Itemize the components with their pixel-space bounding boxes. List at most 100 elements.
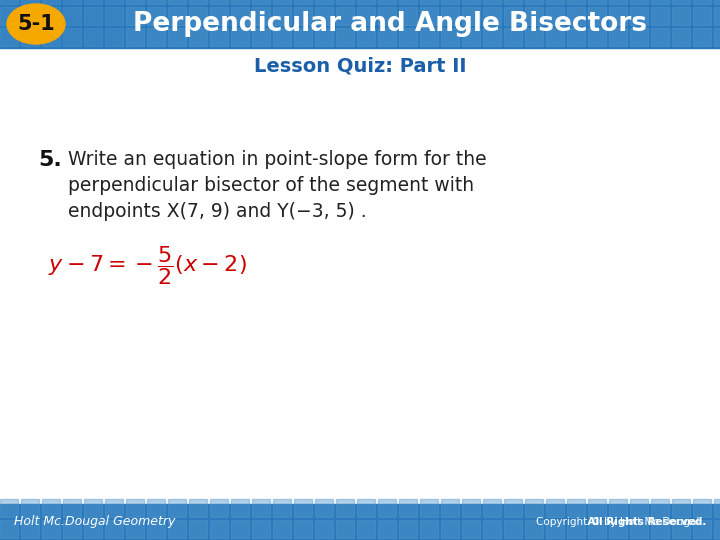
Bar bbox=[462, 499, 480, 517]
Bar bbox=[147, 7, 165, 25]
Bar bbox=[231, 0, 249, 4]
Bar bbox=[63, 520, 81, 538]
Bar bbox=[273, 7, 291, 25]
Bar bbox=[336, 7, 354, 25]
Bar bbox=[231, 520, 249, 538]
Bar bbox=[441, 28, 459, 46]
Bar bbox=[714, 499, 720, 517]
Bar bbox=[378, 0, 396, 4]
Bar bbox=[21, 0, 39, 4]
Bar bbox=[21, 520, 39, 538]
Bar bbox=[378, 28, 396, 46]
Bar bbox=[693, 0, 711, 4]
Bar bbox=[441, 520, 459, 538]
Bar bbox=[378, 7, 396, 25]
Bar bbox=[399, 520, 417, 538]
Bar bbox=[651, 7, 669, 25]
Bar bbox=[651, 28, 669, 46]
Bar bbox=[504, 28, 522, 46]
Bar bbox=[630, 0, 648, 4]
Bar bbox=[126, 520, 144, 538]
Bar bbox=[399, 7, 417, 25]
Bar bbox=[63, 499, 81, 517]
Bar bbox=[21, 499, 39, 517]
Bar bbox=[147, 520, 165, 538]
Text: $y - 7 = -\dfrac{5}{2}(x - 2)$: $y - 7 = -\dfrac{5}{2}(x - 2)$ bbox=[48, 244, 247, 287]
Bar bbox=[441, 499, 459, 517]
Bar bbox=[315, 28, 333, 46]
Bar bbox=[399, 499, 417, 517]
Bar bbox=[357, 0, 375, 4]
Bar bbox=[462, 28, 480, 46]
Bar bbox=[210, 28, 228, 46]
Bar bbox=[105, 7, 123, 25]
Bar bbox=[714, 0, 720, 4]
Bar bbox=[189, 7, 207, 25]
Bar bbox=[525, 499, 543, 517]
Bar bbox=[336, 28, 354, 46]
Bar bbox=[420, 0, 438, 4]
Bar bbox=[714, 28, 720, 46]
Bar bbox=[315, 499, 333, 517]
Bar bbox=[84, 0, 102, 4]
Bar bbox=[252, 499, 270, 517]
Bar bbox=[147, 0, 165, 4]
Bar bbox=[630, 499, 648, 517]
Bar bbox=[252, 0, 270, 4]
Bar bbox=[168, 520, 186, 538]
Bar bbox=[672, 499, 690, 517]
Text: 5.: 5. bbox=[38, 150, 62, 170]
Ellipse shape bbox=[7, 4, 65, 44]
Bar bbox=[231, 7, 249, 25]
Bar bbox=[189, 499, 207, 517]
Bar bbox=[651, 520, 669, 538]
Bar bbox=[294, 7, 312, 25]
Text: Perpendicular and Angle Bisectors: Perpendicular and Angle Bisectors bbox=[133, 11, 647, 37]
Bar bbox=[525, 520, 543, 538]
Bar bbox=[693, 28, 711, 46]
Bar bbox=[0, 499, 18, 517]
Bar bbox=[210, 0, 228, 4]
Bar bbox=[273, 499, 291, 517]
Bar bbox=[672, 0, 690, 4]
Bar bbox=[609, 0, 627, 4]
Bar bbox=[483, 499, 501, 517]
Bar bbox=[609, 28, 627, 46]
Bar bbox=[357, 28, 375, 46]
Bar bbox=[210, 7, 228, 25]
Bar bbox=[210, 520, 228, 538]
Bar bbox=[336, 499, 354, 517]
Bar bbox=[588, 7, 606, 25]
Bar bbox=[189, 0, 207, 4]
Bar bbox=[357, 520, 375, 538]
Bar bbox=[483, 520, 501, 538]
Bar bbox=[399, 28, 417, 46]
Bar bbox=[147, 499, 165, 517]
Bar bbox=[105, 520, 123, 538]
Bar bbox=[588, 499, 606, 517]
Bar bbox=[462, 7, 480, 25]
Bar bbox=[84, 520, 102, 538]
Bar bbox=[609, 499, 627, 517]
Text: Copyright © by Holt Mc Dougal.: Copyright © by Holt Mc Dougal. bbox=[536, 517, 706, 527]
Bar bbox=[483, 0, 501, 4]
Bar bbox=[0, 7, 18, 25]
Bar bbox=[189, 28, 207, 46]
Bar bbox=[0, 28, 18, 46]
Bar bbox=[0, 504, 720, 540]
Bar bbox=[588, 520, 606, 538]
Bar bbox=[672, 7, 690, 25]
Bar bbox=[357, 499, 375, 517]
Bar bbox=[21, 7, 39, 25]
Text: perpendicular bisector of the segment with: perpendicular bisector of the segment wi… bbox=[68, 176, 474, 195]
Bar bbox=[567, 7, 585, 25]
Bar bbox=[273, 520, 291, 538]
Bar bbox=[462, 520, 480, 538]
Bar bbox=[252, 520, 270, 538]
Bar bbox=[714, 520, 720, 538]
Bar bbox=[546, 28, 564, 46]
Bar bbox=[168, 0, 186, 4]
Bar bbox=[630, 520, 648, 538]
Bar bbox=[294, 28, 312, 46]
Bar bbox=[693, 520, 711, 538]
